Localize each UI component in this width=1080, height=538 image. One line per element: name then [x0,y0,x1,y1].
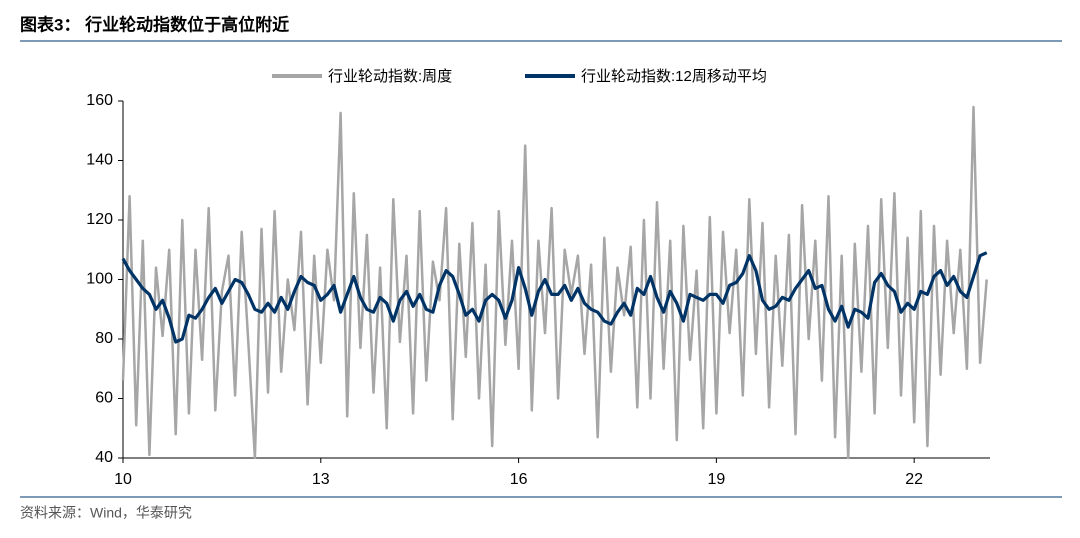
x-tick-label: 19 [707,471,725,488]
series-line [121,105,988,460]
y-tick-label: 160 [86,92,113,109]
x-tick-label: 22 [905,471,923,488]
y-tick-label: 80 [95,330,113,347]
page-title: 图表3： 行业轮动指数位于高位附近 [20,14,289,34]
x-tick-label: 16 [510,471,528,488]
y-tick-label: 40 [95,449,113,466]
legend-label: 行业轮动指数:周度 [328,68,452,85]
x-tick-label: 13 [312,471,330,488]
series-line [121,251,988,344]
y-tick-label: 140 [86,152,113,169]
legend-label: 行业轮动指数:12周移动平均 [581,68,767,85]
x-tick-label: 10 [114,471,132,488]
y-tick-label: 120 [86,211,113,228]
y-tick-label: 60 [95,390,113,407]
source: 资料来源：Wind，华泰研究 [20,505,192,521]
y-tick-label: 100 [86,271,113,288]
